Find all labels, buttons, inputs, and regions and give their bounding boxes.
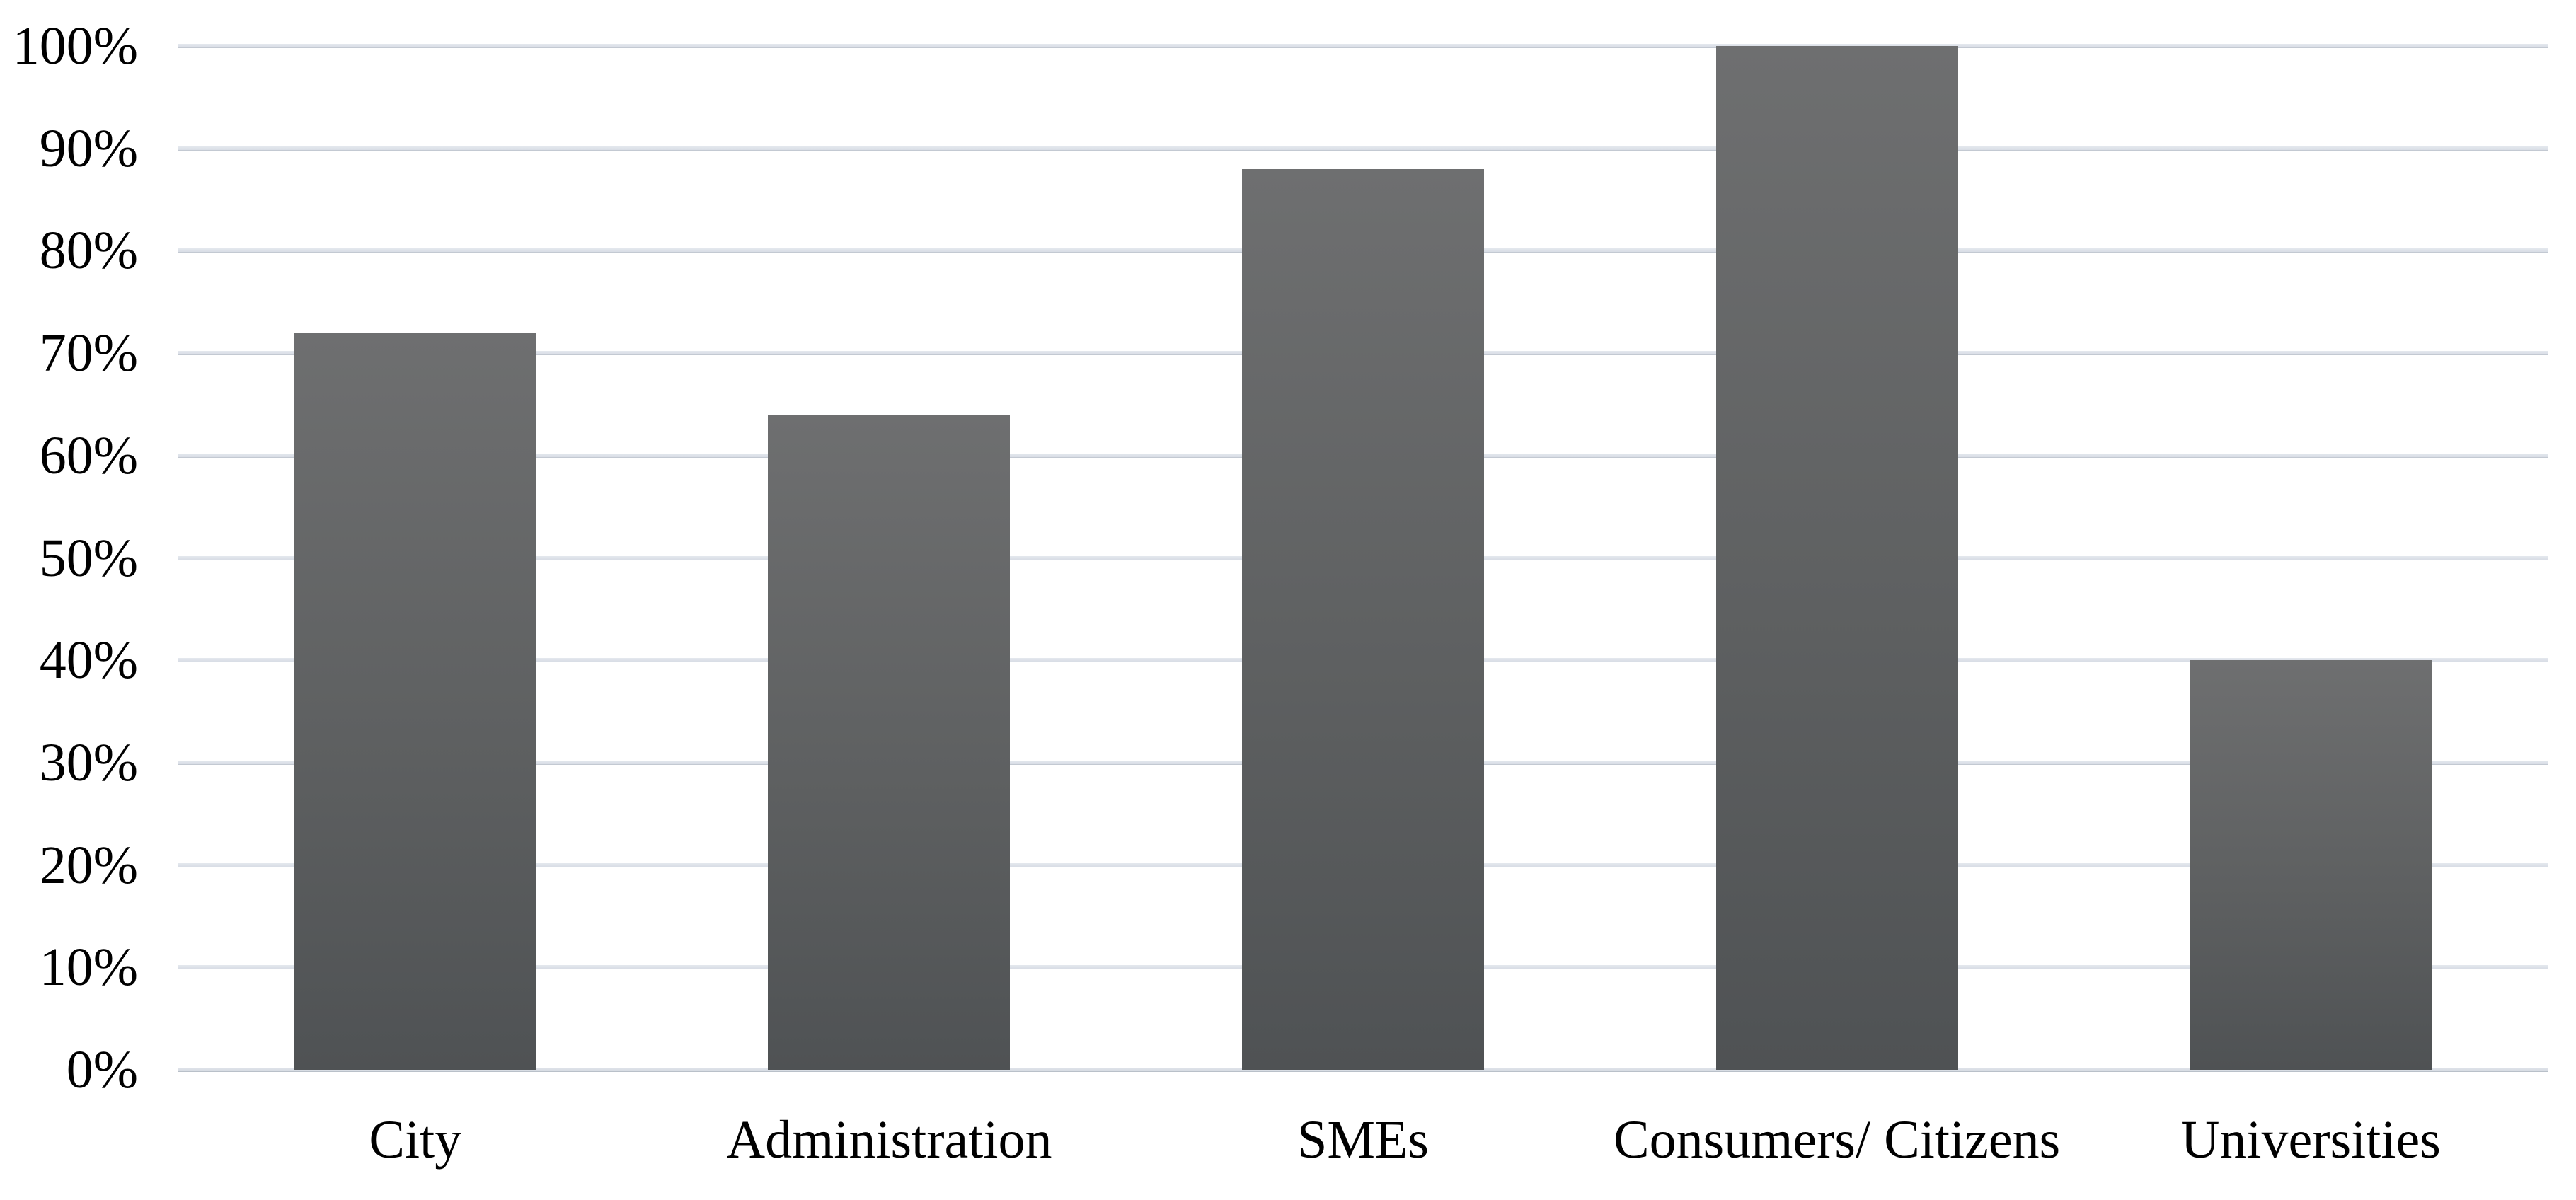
bar-administration (768, 414, 1011, 1070)
y-tick-label-40: 40% (39, 630, 138, 691)
y-tick-label-10: 10% (39, 937, 138, 998)
category-label-administration: Administration (726, 1110, 1052, 1170)
category-label-consumers-citizens: Consumers/ Citizens (1613, 1110, 2061, 1170)
bar-universities (2190, 660, 2432, 1070)
y-tick-label-30: 30% (39, 732, 138, 792)
y-tick-label-70: 70% (39, 323, 138, 383)
y-tick-label-60: 60% (39, 425, 138, 485)
bar-city (294, 333, 536, 1070)
category-label-smes: SMEs (1297, 1110, 1429, 1170)
gridline-100 (178, 44, 2548, 48)
bar-smes (1242, 168, 1484, 1070)
bar-consumers-citizens (1715, 46, 1958, 1070)
category-label-city: City (369, 1110, 462, 1170)
y-tick-label-90: 90% (39, 118, 138, 178)
y-tick-label-20: 20% (39, 835, 138, 895)
y-tick-label-0: 0% (66, 1040, 138, 1100)
x-axis-baseline (178, 1068, 2548, 1072)
category-label-universities: Universities (2180, 1110, 2441, 1170)
gridline-90 (178, 146, 2548, 151)
y-tick-label-50: 50% (39, 528, 138, 588)
y-tick-label-80: 80% (39, 221, 138, 281)
y-tick-label-100: 100% (12, 16, 138, 76)
